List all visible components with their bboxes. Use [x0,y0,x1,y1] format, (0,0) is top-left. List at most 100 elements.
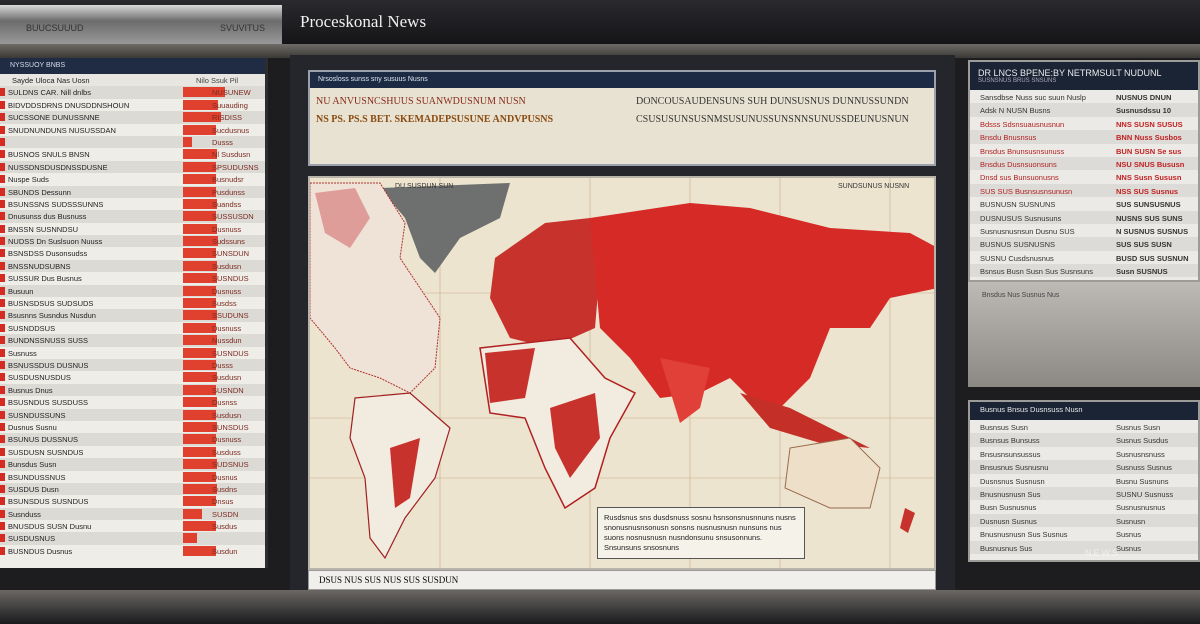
list-item[interactable]: NUDSS Dn Suslsuon Nuuss Sudssuns [0,235,265,248]
list-item[interactable]: SUSSUR Dus Busnus SUSNDUS [0,272,265,284]
list-item[interactable]: Bnsusnsunsussus Susnusnsnuss [970,447,1198,460]
row-value: Susnus Susn [1116,423,1161,432]
list-item[interactable]: BIDVDDSDRNS DNUSDDNSHOUN Suuauding [0,99,265,111]
list-item[interactable]: SBUNDS Dessunn Pusdunss [0,185,265,198]
status-marker [0,460,5,469]
list-item[interactable]: Bnusnusnusn Sus SUSNU Susnuss [970,486,1198,501]
list-item[interactable]: Busnus Dnus SUSNDN [0,383,265,397]
list-item[interactable]: SUSDUSNUS [0,532,265,545]
list-item[interactable]: Bnsdus Dusnsuonsuns NSU SNUS Bususn [970,156,1198,171]
list-item[interactable]: Nuspe Suds Busnudsr [0,173,265,185]
list-item[interactable]: BNUSDUS SUSN Dusnu Susdus [0,520,265,532]
list-item[interactable]: DUSNUSUS Susnusuns NUSNS SUS SUNS [970,210,1198,224]
app-title: Proceskonal News [300,12,427,31]
list-item[interactable]: BUSNSDSUS SUDSUDS Susdss [0,297,265,309]
list-item[interactable]: SULDNS CAR. Nill dnlbs NUSUNEW [0,86,265,99]
info-header: Nrsosloss sunss sny susuus Nusns [310,72,934,88]
new-zealand [900,508,915,533]
row-value: Susdus [212,522,238,532]
list-item[interactable]: SUSNDDSUS Dusnuss [0,322,265,334]
list-item[interactable]: BSNUSSDUS DUSNUS Dusss [0,358,265,372]
row-value: Nussdun [212,336,242,346]
row-bar [183,174,216,185]
list-item[interactable]: Bdsss Sdsnsuausnusnun NNS SUSN SUSUS [970,117,1198,130]
list-item[interactable]: BSUSNDUS SUSDUSS Dusnss [0,396,265,408]
list-item[interactable]: BUSNOS SNULS BNSN Nl Susdusn [0,148,265,160]
list-item[interactable]: Dusss [0,135,265,149]
list-item[interactable]: Bunsdus Susn SUDSNUS [0,458,265,471]
row-label: SUSDUSNUSDUS [8,373,71,383]
list-item[interactable]: Busnsus Susn Susnus Susn [970,420,1198,433]
list-item[interactable]: Dusnsnus Susnusn Busnu Susnuns [970,474,1198,487]
row-label: Busnusnus Sus [980,543,1033,553]
row-bar [183,459,217,470]
list-item[interactable]: Adsk N NUSN Busns Susnusdssu 10 [970,103,1198,117]
list-item[interactable]: Susnuss SUSNDUS [0,347,265,359]
row-value: Dusss [212,137,233,147]
list-item[interactable]: Dnusunss dus Busnuss SUSSUSDN [0,210,265,223]
list-item[interactable]: Dusnusn Susnus Susnusn [970,513,1198,528]
status-marker [0,100,5,109]
list-item[interactable]: Bnsdu Bnusnsus BNN Nuss Susbos [970,130,1198,144]
status-marker [0,447,5,456]
row-value: Nl Susdusn [212,150,251,160]
list-item[interactable]: BSUNDUSSNUS Dusnus [0,471,265,483]
left-panel: NYSSUOY BNBS Sayde Uloca Nas Uosn Nilo S… [0,58,268,568]
list-item[interactable]: Dnsd sus Bunsuonusns NNS Susn Sususn [970,170,1198,183]
info-line-2a: NS PS. PS.S BET. SKEMADEPSUSUNE ANDVPUSN… [316,114,554,125]
row-label: SUS SUS Busnsusnsunusn [980,186,1073,196]
status-marker [0,125,5,134]
list-item[interactable]: Busuun Dusnuss [0,284,265,298]
list-item[interactable]: BSUNSDUS SUSNDUS Dnsus [0,495,265,507]
status-marker [0,175,5,184]
status-marker [0,385,5,394]
row-label: Dusnusn Susnus [980,516,1037,526]
list-item[interactable]: BSUNSSNS SUDSSSUNNS Suandss [0,198,265,210]
list-item[interactable]: SNUDNUNDUNS NUSUSSDAN Sucdusnus [0,124,265,136]
list-item[interactable]: BUSNUSN SUSNUNS SUS SUNSUSNUS [970,197,1198,210]
list-item[interactable]: Dusnus Susnu SUNSDUS [0,421,265,433]
russia-asia [590,203,934,408]
row-value: SUS SUNSUSNUS [1116,200,1181,210]
map-label-top-left: DU SUSDUN SUN [395,183,453,190]
list-item[interactable]: BUSNDUS Dusnus Susdun [0,545,265,557]
list-item[interactable]: BSNSDSS Dusonsudss SUNSDUN [0,247,265,259]
row-value: NSS SUS Susnus [1116,186,1179,196]
row-value: NUSUNEW [212,88,251,98]
list-item[interactable]: SUCSSONE DUNUSSNNE RISDISS [0,111,265,124]
list-item[interactable]: Susnduss SUSDN [0,507,265,521]
list-item[interactable]: SUSDUS Dusn Susdns [0,482,265,496]
list-item[interactable]: Busnusnus Sus Susnus [970,540,1198,554]
list-item[interactable]: BNSSN SUSNNDSU Dusnuss [0,223,265,235]
list-item[interactable]: NUSSDNSDUSDNSSDUSNE SPSUDUSNS [0,160,265,174]
list-item[interactable]: Busnsus Bunsuss Susnus Susdus [970,433,1198,447]
list-item[interactable]: Bsnsus Busn Susn Sus Susnsuns Susn SUSNUS [970,264,1198,278]
row-label: NUSSDNSDUSDNSSDUSNE [8,162,108,172]
list-item[interactable]: Bnsdus Bnunsusnsunuss BUN SUSN Se sus [970,144,1198,157]
list-item[interactable]: SUS SUS Busnsusnsunusn NSS SUS Susnus [970,183,1198,198]
list-item[interactable]: BUNDNSSNUSS SUSS Nussdun [0,334,265,347]
list-item[interactable]: SUSNDUSSUNS Susdusn [0,408,265,421]
row-label: Busuun [8,286,34,296]
list-item[interactable]: BUSNUS SUSNUSNS SUS SUS SUSN [970,237,1198,251]
row-label: SUSDUSNUS [8,534,56,544]
world-map[interactable]: DU SUSDUN SUN SUNDSUNUS NUSNN [308,176,936,570]
list-item[interactable]: SUSNU Cusdsnusnus BUSD SUS SUSNUN [970,251,1198,264]
row-bar [183,421,217,432]
list-item[interactable]: Busn Susnusnus Susnusnusnus [970,500,1198,513]
list-item[interactable]: BNSSNUDSUBNS Susdusn [0,259,265,273]
list-item[interactable]: Susnusnusnsun Dusnu SUS N SUSNUS SUSNUS [970,224,1198,237]
list-item[interactable]: Sansdbse Nuss suc suun Nuslp NUSNUS DNUN [970,90,1198,103]
list-item[interactable]: Bsusnns Susndus Nusdun SSUDUNS [0,309,265,322]
status-marker [0,299,5,308]
list-item[interactable]: SUSDUSNUSDUS Susdusn [0,371,265,383]
list-item[interactable]: SUSDUSN SUSNDUS Susduss [0,446,265,458]
row-value: Dnsus [212,497,234,507]
row-value: Dusss [212,360,233,370]
row-label: Bnsdus Dusnsuonsuns [980,159,1057,169]
list-item[interactable]: Bnusnusnusn Sus Susnus Susnus [970,527,1198,540]
list-item[interactable]: Bnsusnus Susnusnu Susnuss Susnus [970,460,1198,474]
list-item[interactable]: BSUNUS DUSSNUS Dusnuss [0,433,265,446]
row-value: Susduss [212,447,241,457]
australia [784,437,881,509]
